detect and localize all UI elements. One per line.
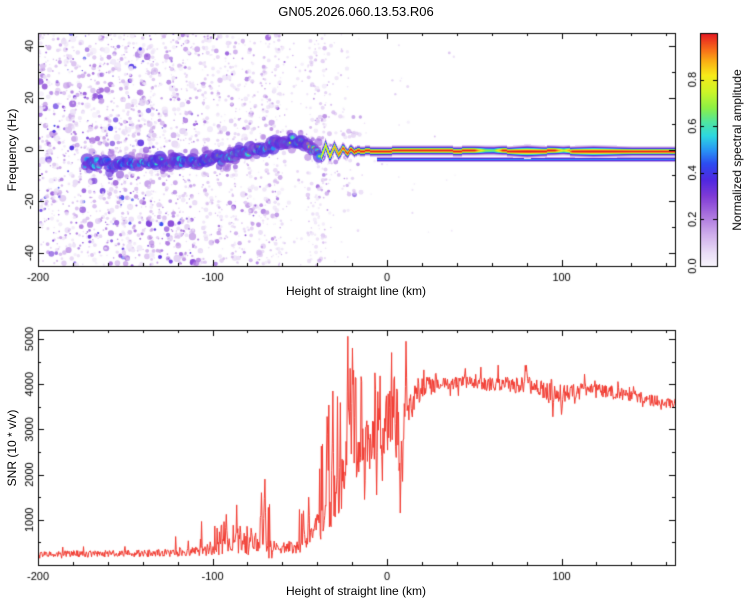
snr-x-axis-label: Height of straight line (km) bbox=[285, 584, 427, 598]
colorbar-label: Normalized spectral amplitude bbox=[730, 69, 744, 231]
spectrogram-y-axis-label: Frequency (Hz) bbox=[5, 108, 19, 192]
figure-title: GN05.2026.060.13.53.R06 bbox=[278, 4, 434, 19]
snr-y-axis-label: SNR (10 * v/v) bbox=[5, 409, 19, 487]
spectrogram-x-axis-label: Height of straight line (km) bbox=[285, 284, 427, 298]
